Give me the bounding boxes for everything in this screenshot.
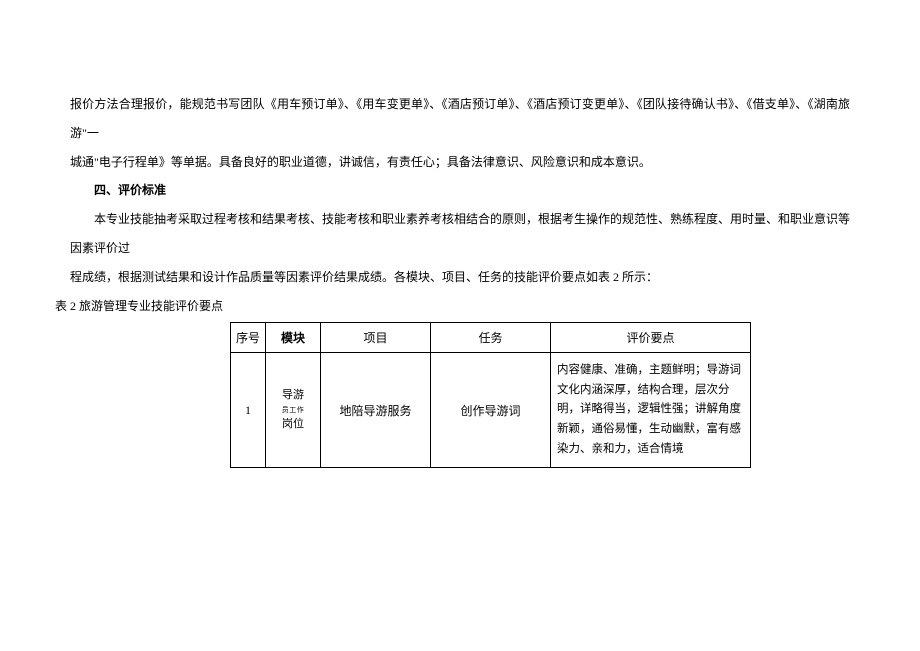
body-paragraph-1a: 报价方法合理报价，能规范书写团队《用车预订单》、《用车变更单》、《酒店预订单》、… — [70, 90, 850, 148]
table-header-row: 序号 模块 项目 任务 评价要点 — [231, 323, 751, 353]
table-caption: 表 2 旅游管理专业技能评价要点 — [55, 292, 850, 321]
table-row: 1 导游 员工作 岗位 地陪导游服务 创作导游词 内容健康、准确，主题鲜明；导游… — [231, 353, 751, 468]
evaluation-table: 序号 模块 项目 任务 评价要点 1 导游 员工作 岗位 地陪导游服务 创作导游… — [230, 322, 751, 468]
module-main: 导游 — [282, 389, 304, 401]
section-heading: 四、评价标准 — [70, 176, 850, 205]
cell-project: 地陪导游服务 — [321, 353, 431, 468]
module-end: 岗位 — [282, 418, 304, 430]
cell-task: 创作导游词 — [431, 353, 551, 468]
header-points: 评价要点 — [551, 323, 751, 353]
body-paragraph-2b: 程成绩，根据测试结果和设计作品质量等因素评价结果成绩。各模块、项目、任务的技能评… — [70, 263, 850, 292]
header-module: 模块 — [266, 323, 321, 353]
cell-seq: 1 — [231, 353, 266, 468]
module-sub: 员工作 — [270, 405, 316, 416]
header-task: 任务 — [431, 323, 551, 353]
header-seq: 序号 — [231, 323, 266, 353]
body-paragraph-1b: 城通"电子行程单》等单据。具备良好的职业道德，讲诚信，有责任心；具备法律意识、风… — [70, 148, 850, 177]
cell-module: 导游 员工作 岗位 — [266, 353, 321, 468]
header-project: 项目 — [321, 323, 431, 353]
cell-points: 内容健康、准确，主题鲜明；导游词文化内涵深厚，结构合理，层次分明，详略得当，逻辑… — [551, 353, 751, 468]
body-paragraph-2a: 本专业技能抽考采取过程考核和结果考核、技能考核和职业素养考核相结合的原则，根据考… — [70, 205, 850, 263]
